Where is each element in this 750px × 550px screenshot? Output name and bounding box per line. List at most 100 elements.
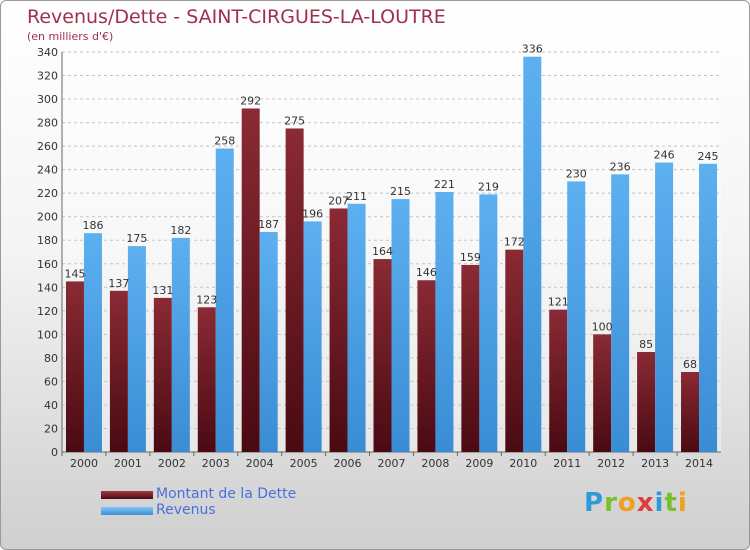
x-tick-label: 2006 [334,457,362,470]
data-label-revenue: 196 [302,207,323,220]
legend-label-revenue: Revenus [156,502,216,518]
y-tick-label: 260 [37,140,58,153]
y-tick-label: 240 [37,164,58,177]
bar-revenue [567,181,586,453]
y-tick-label: 200 [37,211,58,224]
data-label-revenue: 219 [478,180,499,193]
x-tick-label: 2001 [114,457,142,470]
logo-letter: x [636,488,655,518]
y-tick-label: 220 [37,187,58,200]
data-label-debt: 292 [240,94,261,107]
data-label-debt: 146 [416,266,437,279]
data-label-debt: 123 [196,293,217,306]
x-tick-label: 2014 [685,457,713,470]
x-tick-label: 2010 [509,457,537,470]
x-tick-label: 2004 [246,457,274,470]
chart-subtitle: (en milliers d'€) [27,30,114,43]
proxiti-logo: Proxiti [584,488,688,518]
data-label-revenue: 211 [346,190,367,203]
x-tick-label: 2009 [465,457,493,470]
bar-debt [549,309,568,452]
data-label-debt: 159 [460,251,481,264]
data-label-debt: 100 [592,320,613,333]
data-label-revenue: 336 [522,43,543,56]
legend-label-debt: Montant de la Dette [156,486,297,502]
y-tick-label: 160 [37,258,58,271]
bar-debt [329,208,348,452]
x-tick-label: 2000 [70,457,98,470]
bar-revenue [391,199,410,452]
data-label-revenue: 245 [698,150,719,163]
logo-letter: i [654,488,665,518]
y-tick-label: 0 [51,446,58,459]
logo-letter: t [664,488,678,518]
legend-swatch-debt [101,491,153,499]
bar-debt [417,280,436,452]
logo-letter: o [617,488,637,518]
bar-revenue [259,232,278,452]
bar-revenue [83,233,102,452]
bar-revenue [347,203,366,452]
bar-revenue [435,192,454,452]
bar-revenue [171,237,190,452]
data-label-revenue: 215 [390,185,411,198]
data-label-revenue: 182 [170,224,191,237]
y-tick-label: 340 [37,46,58,59]
x-tick-label: 2003 [202,457,230,470]
x-tick-label: 2008 [421,457,449,470]
bar-debt [461,264,480,452]
x-tick-label: 2007 [378,457,406,470]
logo-letter: r [604,488,618,518]
y-tick-label: 140 [37,281,58,294]
data-label-revenue: 246 [654,149,675,162]
bar-revenue [127,246,146,452]
y-tick-label: 180 [37,234,58,247]
y-tick-label: 20 [44,422,58,435]
logo-letter: i [677,488,688,518]
bar-debt [505,249,524,452]
y-tick-label: 100 [37,328,58,341]
chart-title: Revenus/Dette - SAINT-CIRGUES-LA-LOUTRE [27,6,446,28]
bar-debt [197,307,216,452]
bar-debt [109,290,128,452]
bar-debt [373,259,392,452]
x-tick-label: 2011 [553,457,581,470]
data-label-debt: 172 [504,236,525,249]
data-label-revenue: 236 [610,160,631,173]
bar-debt [681,372,700,452]
y-tick-label: 60 [44,375,58,388]
bar-revenue [215,148,234,452]
data-label-debt: 68 [683,358,697,371]
bar-revenue [479,194,498,452]
y-axis-ticks: 0 20 40 60 80 100 120 140 160 180 200 220 240 260 280 3… [37,46,58,459]
data-label-debt: 131 [152,284,173,297]
x-tick-label: 2005 [290,457,318,470]
bar-revenue [523,56,542,453]
data-label-debt: 207 [328,194,349,207]
data-label-revenue: 187 [258,218,279,231]
bar-revenue [611,174,630,452]
bar-revenue [303,221,322,452]
x-axis-ticks: 2000 2001 2002 2003 2004 2005 2006 2007 2008 2009… [61,452,713,470]
y-tick-label: 40 [44,399,58,412]
y-tick-label: 280 [37,117,58,130]
bar-debt [593,334,612,452]
data-label-revenue: 175 [126,232,147,245]
y-tick-label: 320 [37,70,58,83]
x-tick-label: 2013 [641,457,669,470]
data-label-revenue: 186 [82,219,103,232]
bar-debt [637,352,656,452]
data-label-debt: 85 [639,338,653,351]
bar-debt [241,108,260,453]
data-label-revenue: 230 [566,167,587,180]
data-label-debt: 164 [372,245,393,258]
data-label-debt: 137 [108,277,129,290]
bar-revenue [699,163,718,452]
y-tick-label: 120 [37,305,58,318]
data-label-revenue: 258 [214,134,235,147]
logo-letter: P [584,488,605,518]
data-labels: 1451861371751311821232582921872751962072… [64,43,718,371]
x-tick-label: 2012 [597,457,625,470]
